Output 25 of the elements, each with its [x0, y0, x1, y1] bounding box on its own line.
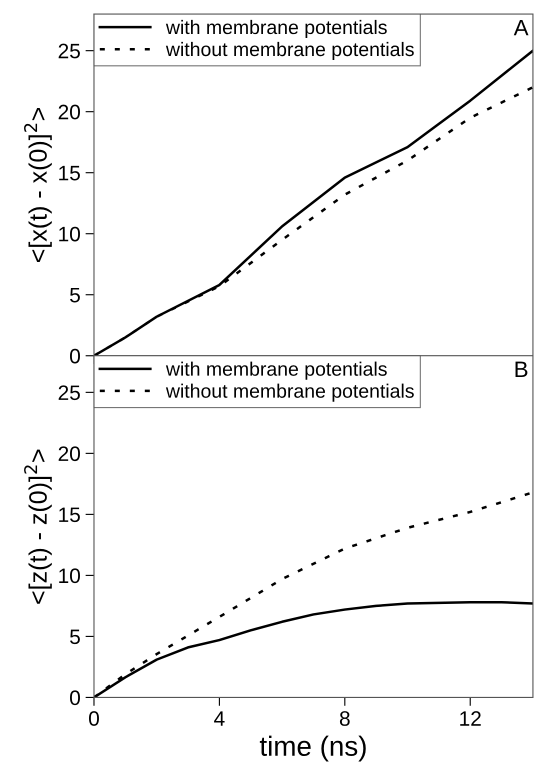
- y-tick-label: 25: [58, 44, 80, 58]
- x-tick-label: 8: [340, 711, 350, 726]
- y-tick-label: 5: [70, 630, 80, 644]
- y-tick-label: 20: [58, 446, 80, 462]
- y-tick-label: 15: [59, 166, 80, 180]
- annotation: A: [514, 20, 528, 36]
- y-tick-label: 20: [58, 104, 80, 120]
- legend-label: without membrane potentials: [166, 42, 414, 60]
- y-tick-label: 15: [59, 508, 80, 522]
- y-axis-title: <[z(t) - z(0)]$^{2}$>: [24, 450, 52, 604]
- y-tick-label: 0: [70, 348, 80, 364]
- y-tick-label: 0: [70, 690, 80, 706]
- legend-label: with membrane potentials: [166, 362, 387, 380]
- x-axis-title: time (ns): [260, 736, 366, 762]
- x-tick-label: 4: [214, 711, 225, 726]
- legend-label: with membrane potentials: [166, 20, 387, 38]
- y-tick-label: 10: [59, 568, 80, 584]
- x-tick-label: 12: [460, 711, 481, 726]
- y-tick-label: 25: [58, 385, 80, 400]
- y-tick-label: 10: [59, 226, 80, 242]
- annotation: B: [516, 362, 528, 377]
- x-tick-label: 0: [89, 711, 99, 726]
- y-axis-title: <[x(t) - x(0)]$^{2}$>: [24, 108, 52, 262]
- y-tick-label: 5: [70, 288, 80, 302]
- legend-label: without membrane potentials: [166, 384, 414, 402]
